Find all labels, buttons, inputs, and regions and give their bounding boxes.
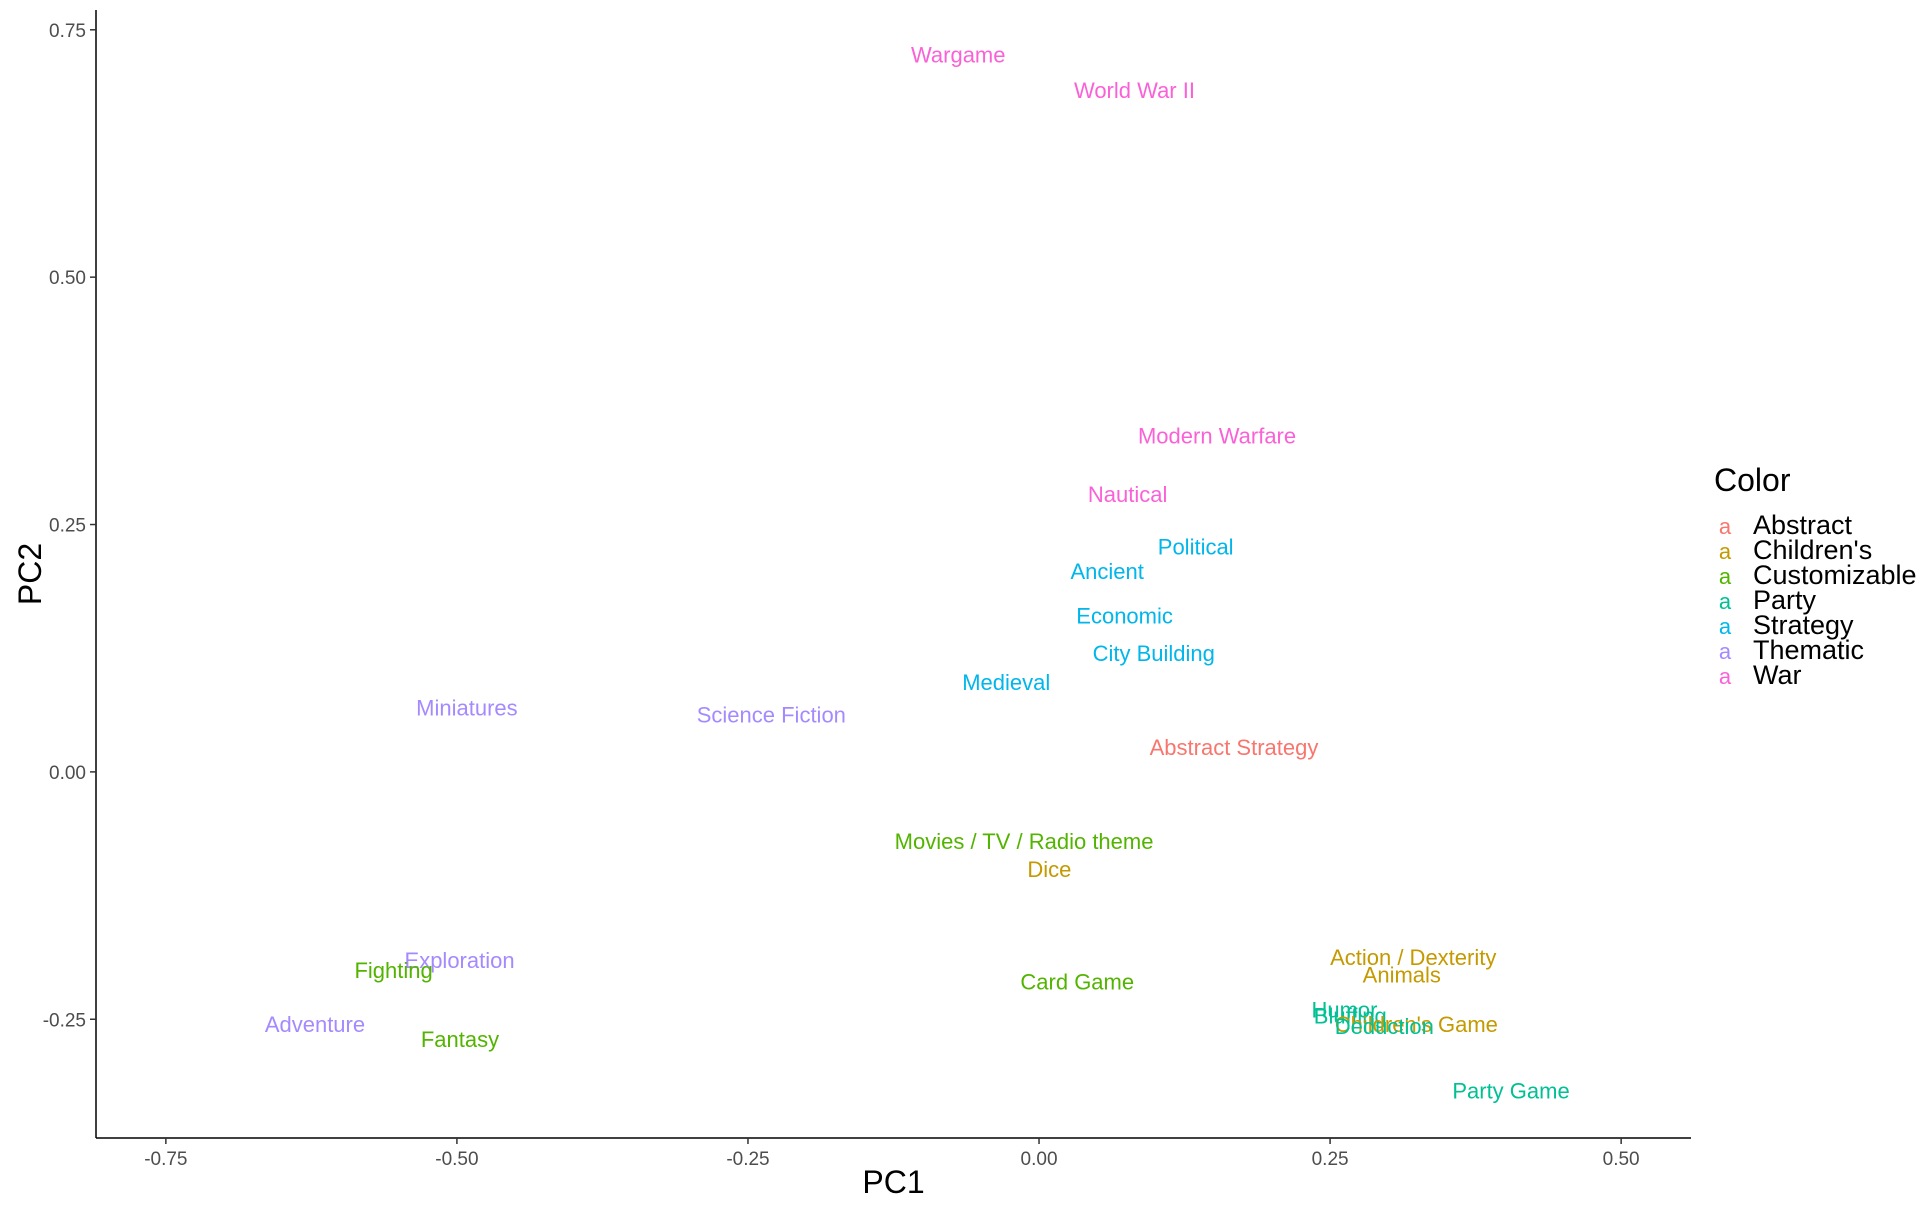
- point-label: Humor: [1311, 997, 1377, 1022]
- point-label: Miniatures: [416, 696, 517, 721]
- point-label: Bluffing: [1314, 1003, 1387, 1028]
- point-label: Political: [1158, 534, 1234, 559]
- legend-key-glyph: a: [1719, 539, 1732, 564]
- point-label: Card Game: [1020, 970, 1134, 995]
- legend-title: Color: [1714, 462, 1791, 498]
- point-label: Abstract Strategy: [1150, 735, 1319, 760]
- legend-entry-label: Thematic: [1753, 635, 1864, 665]
- point-label: Ancient: [1070, 559, 1143, 584]
- point-label: Nautical: [1088, 482, 1167, 507]
- x-tick-label: 0.00: [1021, 1149, 1058, 1170]
- x-axis-title: PC1: [862, 1164, 924, 1200]
- legend-key-glyph: a: [1719, 514, 1732, 539]
- point-label: Deduction: [1335, 1014, 1434, 1039]
- point-label: Adventure: [265, 1012, 365, 1037]
- point-label: Party Game: [1452, 1079, 1569, 1104]
- point-label: World War II: [1074, 78, 1195, 103]
- legend-key-glyph: a: [1719, 664, 1732, 689]
- point-label: Science Fiction: [697, 703, 846, 728]
- axes: -0.75 -0.50 -0.25 0.00 0.25 0.50 -0.25 0.00 0.25…: [43, 10, 1691, 1170]
- point-label: City Building: [1093, 641, 1215, 666]
- legend-key-glyph: a: [1719, 614, 1732, 639]
- point-label: Movies / TV / Radio theme: [895, 829, 1154, 854]
- point-label: Medieval: [962, 670, 1050, 695]
- x-tick-label: -0.25: [726, 1149, 769, 1170]
- point-label: Economic: [1076, 604, 1173, 629]
- x-tick-label: -0.50: [435, 1149, 478, 1170]
- x-tick-label: 0.50: [1603, 1149, 1640, 1170]
- y-tick-label: -0.25: [43, 1010, 86, 1031]
- legend-key-glyph: a: [1719, 564, 1732, 589]
- y-axis-title: PC2: [12, 543, 48, 605]
- y-tick-label: 0.50: [49, 268, 86, 289]
- point-label: Fantasy: [421, 1027, 499, 1052]
- legend-key-glyph: a: [1719, 589, 1732, 614]
- legend-key-glyph: a: [1719, 639, 1732, 664]
- legend: Color a Abstract a Children's a Customizable a…: [1714, 462, 1917, 690]
- x-tick-label: 0.25: [1312, 1149, 1349, 1170]
- point-label: Wargame: [911, 43, 1006, 68]
- x-tick-label: -0.75: [144, 1149, 187, 1170]
- point-label: Exploration: [405, 948, 515, 973]
- point-label: Children's Game: [1335, 1012, 1498, 1037]
- legend-entry-label: Party: [1753, 585, 1817, 615]
- y-tick-label: 0.25: [49, 516, 86, 537]
- point-label: Animals: [1363, 963, 1441, 988]
- legend-entry-label: Children's: [1753, 535, 1872, 565]
- point-label: Modern Warfare: [1138, 423, 1296, 448]
- y-tick-label: 0.00: [49, 763, 86, 784]
- legend-entry-label: War: [1753, 660, 1802, 690]
- point-label: Fighting: [354, 958, 432, 983]
- point-label: Action / Dexterity: [1330, 945, 1496, 970]
- point-label: Dice: [1027, 857, 1071, 882]
- legend-entry-label: Abstract: [1753, 510, 1853, 540]
- point-labels: Wargame World War II Modern Warfare Nautica…: [265, 43, 1570, 1104]
- y-tick-label: 0.75: [49, 21, 86, 42]
- legend-entry-label: Strategy: [1753, 610, 1854, 640]
- legend-entry-label: Customizable: [1753, 560, 1917, 590]
